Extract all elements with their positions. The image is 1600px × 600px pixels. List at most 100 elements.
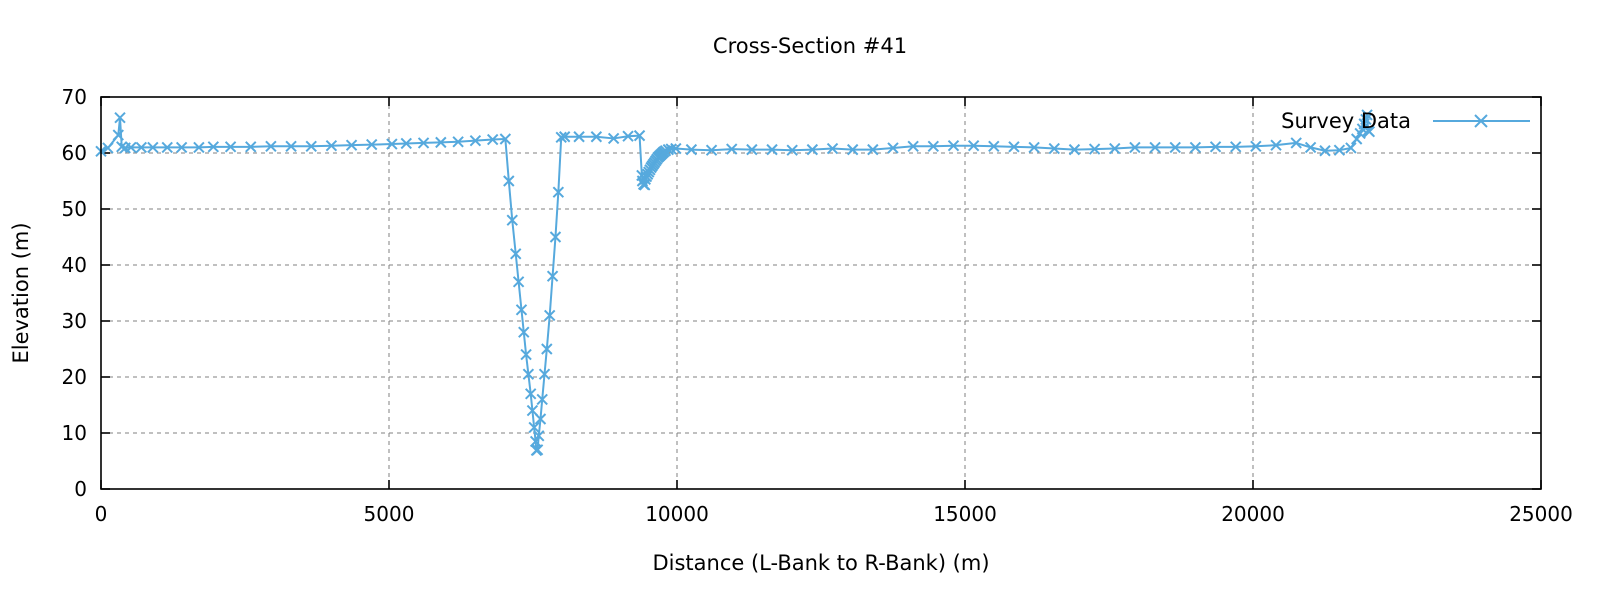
data-point-marker-x-icon bbox=[533, 430, 545, 442]
y-tick-label: 0 bbox=[74, 477, 87, 501]
series-markers bbox=[95, 109, 1376, 457]
y-tick-label: 20 bbox=[62, 365, 87, 389]
data-point-marker-x-icon bbox=[846, 143, 859, 156]
data-point-marker-x-icon bbox=[1209, 141, 1222, 153]
y-axis-ticks: 0 10 20 30 40 50 60 70 bbox=[62, 85, 1541, 501]
data-point-marker-x-icon bbox=[536, 393, 548, 406]
data-point-marker-x-icon bbox=[826, 142, 839, 155]
x-tick-label: 0 bbox=[95, 502, 108, 526]
data-point-marker-x-icon bbox=[766, 143, 778, 156]
data-point-marker-x-icon bbox=[806, 143, 819, 156]
x-tick-label: 15000 bbox=[933, 502, 997, 526]
data-point-marker-x-icon bbox=[907, 140, 919, 152]
data-point-marker-x-icon bbox=[503, 175, 515, 187]
data-point-marker-x-icon bbox=[161, 141, 173, 154]
data-point-marker-x-icon bbox=[265, 140, 277, 152]
data-point-marker-x-icon bbox=[112, 129, 124, 141]
legend-marker-x-icon bbox=[1474, 114, 1488, 128]
data-point-marker-x-icon bbox=[590, 131, 603, 143]
data-point-marker-x-icon bbox=[366, 138, 378, 151]
data-point-marker-x-icon bbox=[529, 435, 542, 448]
data-point-marker-x-icon bbox=[1169, 141, 1181, 154]
data-point-marker-x-icon bbox=[546, 270, 559, 282]
legend-marker-x-glyph bbox=[1474, 114, 1488, 128]
data-point-marker-x-icon bbox=[607, 132, 620, 145]
data-point-marker-x-icon bbox=[1350, 133, 1363, 145]
data-point-marker-x-icon bbox=[325, 140, 338, 152]
y-axis-title: Elevation (m) bbox=[9, 222, 33, 363]
data-point-marker-x-icon bbox=[522, 368, 535, 380]
data-point-marker-x-icon bbox=[486, 133, 499, 146]
x-tick-label: 25000 bbox=[1509, 502, 1573, 526]
data-point-marker-x-icon bbox=[245, 141, 257, 153]
data-point-marker-x-icon bbox=[1361, 109, 1373, 121]
data-point-marker-x-icon bbox=[386, 138, 398, 150]
data-point-marker-x-icon bbox=[1363, 126, 1376, 138]
data-point-marker-x-icon bbox=[175, 141, 188, 154]
data-point-marker-x-icon bbox=[988, 140, 1000, 152]
data-point-marker-x-icon bbox=[520, 348, 532, 361]
data-point-marker-x-icon bbox=[1333, 144, 1346, 156]
data-point-marker-x-icon bbox=[1230, 141, 1242, 153]
data-point-marker-x-icon bbox=[1008, 141, 1020, 153]
data-point-marker-x-icon bbox=[1068, 143, 1081, 156]
legend[interactable]: Survey Data bbox=[1281, 109, 1530, 133]
data-series-layer bbox=[95, 109, 1376, 457]
data-point-marker-x-icon bbox=[506, 214, 518, 226]
data-point-marker-x-icon bbox=[116, 141, 128, 153]
data-point-marker-x-icon bbox=[102, 142, 114, 154]
x-tick-label: 10000 bbox=[645, 502, 709, 526]
data-point-marker-x-icon bbox=[887, 142, 899, 154]
data-point-marker-x-icon bbox=[114, 112, 126, 124]
data-point-marker-x-icon bbox=[685, 143, 698, 156]
data-point-marker-x-icon bbox=[705, 144, 718, 156]
data-point-marker-x-icon bbox=[543, 309, 556, 322]
data-point-marker-x-icon bbox=[1109, 142, 1121, 155]
data-point-marker-x-icon bbox=[633, 129, 646, 142]
data-point-marker-x-icon bbox=[534, 413, 547, 425]
data-point-marker-x-icon bbox=[670, 142, 682, 155]
data-point-marker-x-icon bbox=[665, 143, 677, 155]
y-tick-label: 50 bbox=[62, 197, 87, 221]
y-tick-label: 30 bbox=[62, 309, 87, 333]
data-point-marker-x-icon bbox=[305, 140, 317, 152]
data-point-marker-x-icon bbox=[528, 421, 540, 434]
data-point-marker-x-icon bbox=[726, 143, 738, 155]
data-point-marker-x-icon bbox=[147, 141, 159, 154]
chart-title: Cross-Section #41 bbox=[713, 34, 907, 58]
data-point-marker-x-icon bbox=[746, 143, 758, 156]
x-axis-ticks: 0 5000 10000 15000 20000 25000 bbox=[95, 97, 1573, 526]
data-point-marker-x-icon bbox=[512, 276, 525, 288]
plot-area-border bbox=[100, 96, 1542, 490]
data-point-marker-x-icon bbox=[1304, 141, 1317, 154]
gridlines bbox=[101, 97, 1541, 489]
data-point-marker-x-icon bbox=[345, 139, 358, 151]
x-axis-title: Distance (L-Bank to R-Bank) (m) bbox=[652, 551, 989, 575]
data-point-marker-x-icon bbox=[1189, 141, 1202, 154]
data-point-marker-x-icon bbox=[207, 141, 220, 153]
y-tick-label: 10 bbox=[62, 421, 87, 445]
data-point-marker-x-icon bbox=[135, 141, 148, 154]
data-point-marker-x-icon bbox=[558, 131, 571, 143]
data-point-marker-x-icon bbox=[193, 141, 205, 154]
data-point-marker-x-icon bbox=[499, 133, 512, 145]
data-point-marker-x-icon bbox=[555, 131, 567, 144]
data-point-marker-x-icon bbox=[1290, 137, 1302, 149]
legend-label-survey-data: Survey Data bbox=[1281, 109, 1411, 133]
x-tick-label: 20000 bbox=[1221, 502, 1285, 526]
data-point-marker-x-icon bbox=[224, 141, 237, 153]
data-point-marker-x-icon bbox=[125, 141, 137, 154]
data-point-marker-x-icon bbox=[927, 140, 940, 152]
y-tick-label: 40 bbox=[62, 253, 87, 277]
data-point-marker-x-icon bbox=[469, 134, 482, 147]
data-point-marker-x-icon bbox=[452, 136, 464, 148]
data-point-marker-x-icon bbox=[1345, 142, 1357, 154]
data-point-marker-x-icon bbox=[524, 388, 537, 400]
data-point-marker-x-icon bbox=[417, 137, 430, 149]
data-point-marker-x-icon bbox=[400, 137, 412, 150]
data-point-marker-x-icon bbox=[1028, 141, 1040, 154]
data-point-marker-x-icon bbox=[285, 140, 297, 152]
data-point-marker-x-icon bbox=[1048, 142, 1060, 155]
